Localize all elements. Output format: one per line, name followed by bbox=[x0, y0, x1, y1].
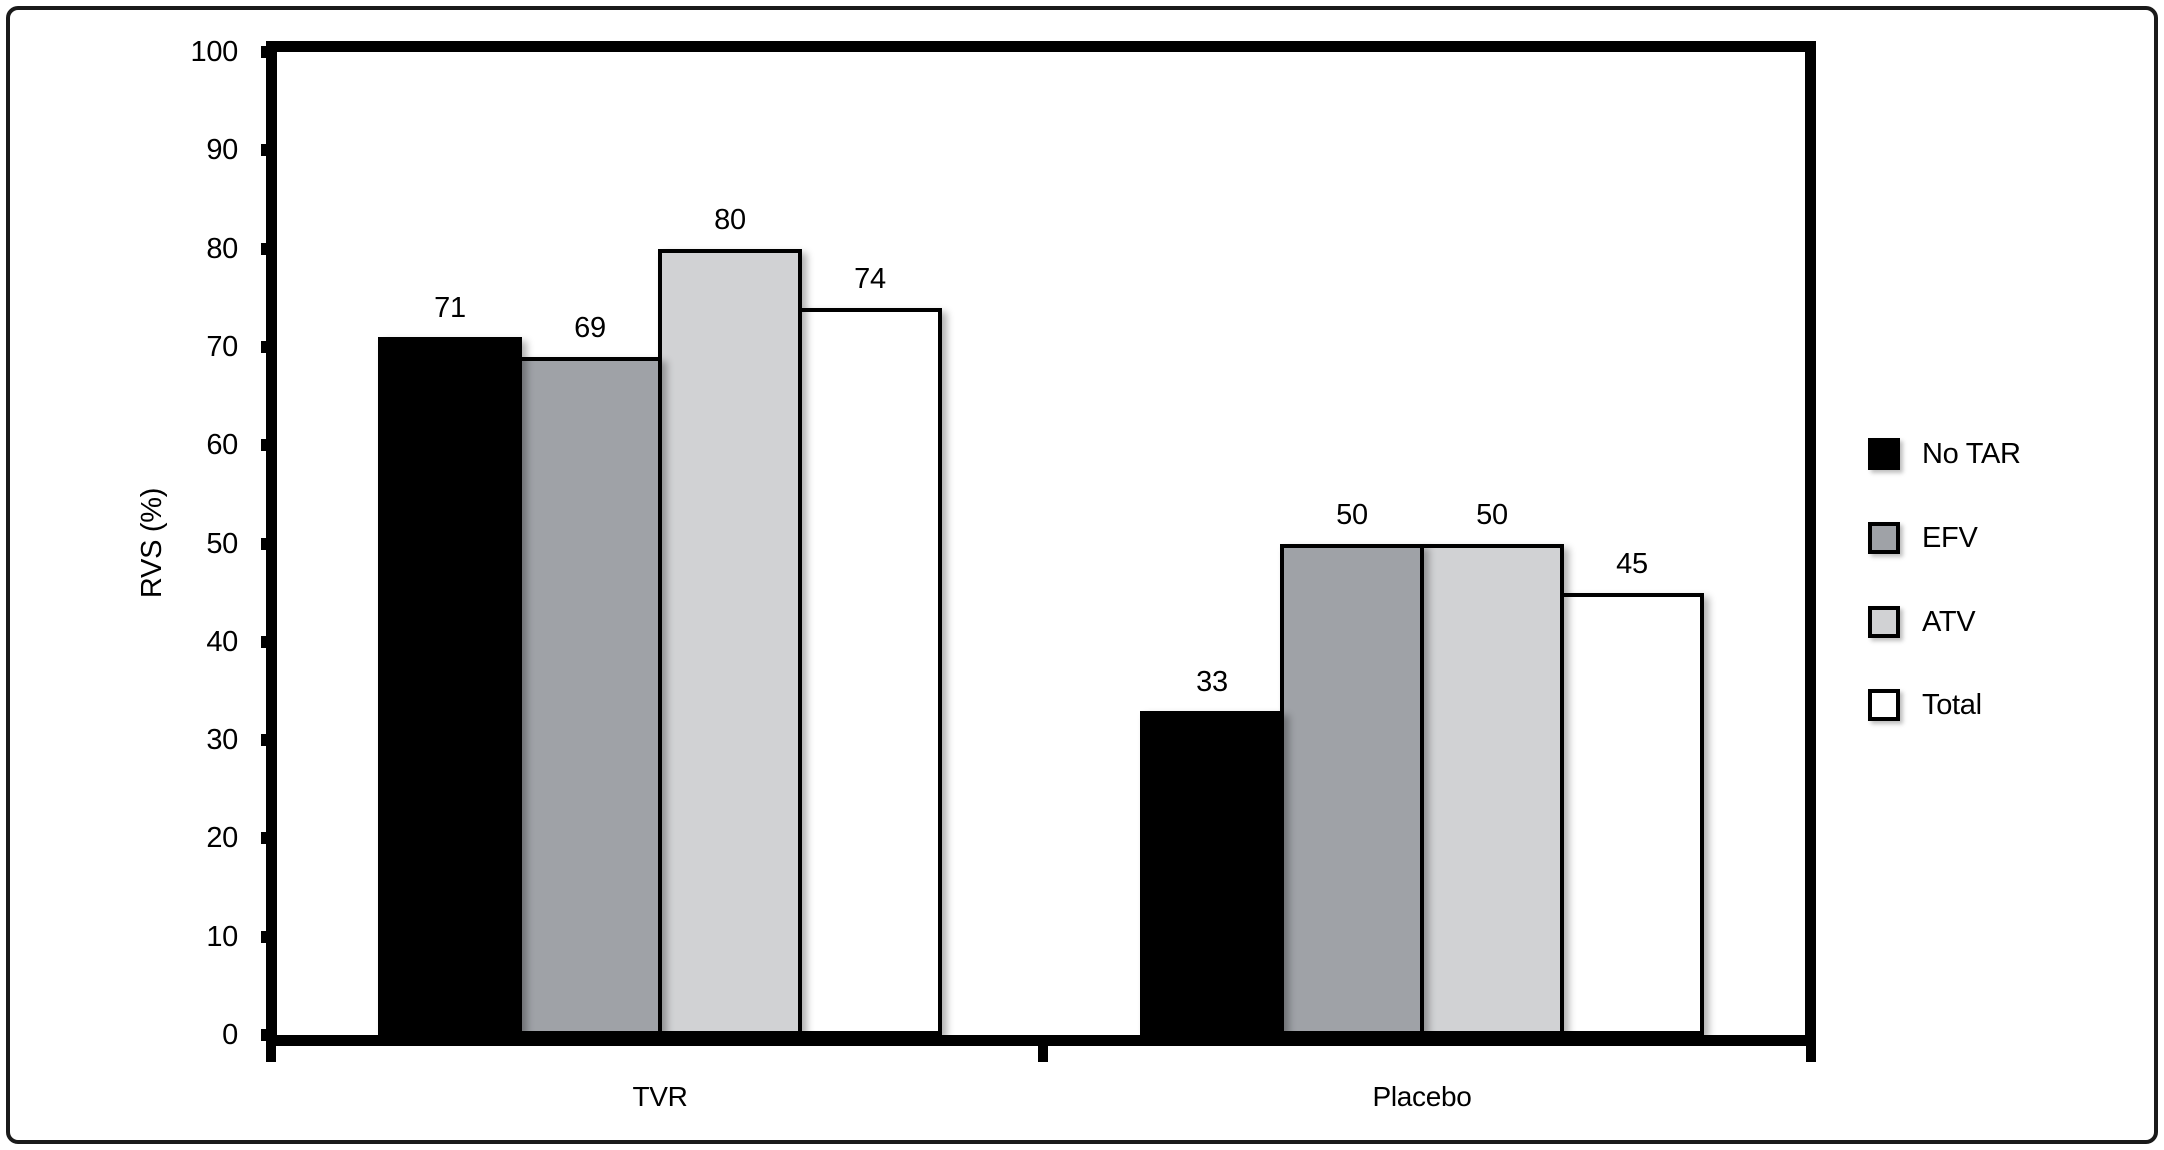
y-axis-tick-label: 40 bbox=[206, 625, 238, 658]
bar-value-label: 69 bbox=[574, 311, 606, 344]
bar-placebo-efv bbox=[1280, 543, 1424, 1035]
bar-placebo-atv bbox=[1420, 543, 1564, 1035]
y-axis-tick-label: 70 bbox=[206, 330, 238, 363]
y-axis-tick bbox=[261, 340, 277, 353]
legend-label: ATV bbox=[1922, 606, 1976, 638]
y-axis-tick-label: 0 bbox=[222, 1019, 238, 1051]
legend-label: EFV bbox=[1922, 522, 1978, 554]
y-axis-tick-label: 100 bbox=[190, 36, 239, 68]
bar-tvr-atv bbox=[658, 248, 802, 1035]
x-axis-tick bbox=[1806, 1045, 1816, 1062]
bar-tvr-no-tar bbox=[378, 337, 522, 1035]
legend-swatch-no-tar bbox=[1868, 438, 1900, 470]
y-axis-tick-label: 80 bbox=[206, 232, 238, 265]
legend-label: No TAR bbox=[1922, 438, 2021, 470]
y-axis-tick bbox=[261, 930, 277, 943]
y-axis-tick-label: 50 bbox=[206, 527, 238, 560]
y-axis-tick bbox=[261, 734, 277, 747]
legend-swatch-atv bbox=[1868, 606, 1900, 638]
bar-placebo-total bbox=[1560, 592, 1704, 1035]
x-axis-tick bbox=[1038, 1045, 1048, 1062]
x-axis-tick bbox=[266, 1045, 276, 1062]
bar-value-label: 50 bbox=[1476, 498, 1508, 531]
y-axis-tick bbox=[261, 144, 277, 157]
y-axis-tick bbox=[261, 1029, 277, 1041]
legend-label: Total bbox=[1922, 689, 1982, 721]
y-axis-tick-label: 60 bbox=[206, 429, 238, 462]
bar-value-label: 71 bbox=[434, 292, 466, 325]
bar-value-label: 50 bbox=[1336, 498, 1368, 531]
y-axis-tick bbox=[261, 46, 277, 58]
x-axis-category-label: Placebo bbox=[1372, 1081, 1472, 1112]
bar-placebo-no-tar bbox=[1140, 710, 1284, 1035]
bar-value-label: 74 bbox=[854, 262, 886, 295]
legend-swatch-efv bbox=[1868, 522, 1900, 554]
bar-value-label: 45 bbox=[1616, 547, 1648, 580]
y-axis-tick-label: 20 bbox=[206, 822, 238, 855]
y-axis-tick bbox=[261, 635, 277, 648]
y-axis-tick-label: 30 bbox=[206, 724, 238, 757]
y-axis-tick bbox=[261, 537, 277, 550]
x-axis-category-label: TVR bbox=[632, 1081, 688, 1112]
y-axis-tick bbox=[261, 242, 277, 255]
y-axis-tick bbox=[261, 439, 277, 452]
legend-swatch-total bbox=[1868, 689, 1900, 721]
y-axis-tick-label: 10 bbox=[206, 920, 238, 953]
y-axis-tick-label: 90 bbox=[206, 134, 238, 167]
bar-tvr-total bbox=[798, 307, 942, 1035]
legend: No TAR EFV ATV Total bbox=[1860, 420, 2150, 750]
bar-value-label: 33 bbox=[1196, 665, 1228, 698]
bar-value-label: 80 bbox=[714, 203, 746, 236]
bar-tvr-efv bbox=[518, 356, 662, 1035]
y-axis-tick bbox=[261, 832, 277, 845]
